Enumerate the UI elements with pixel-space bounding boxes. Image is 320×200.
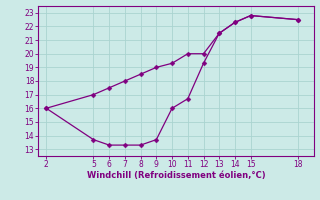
X-axis label: Windchill (Refroidissement éolien,°C): Windchill (Refroidissement éolien,°C): [87, 171, 265, 180]
